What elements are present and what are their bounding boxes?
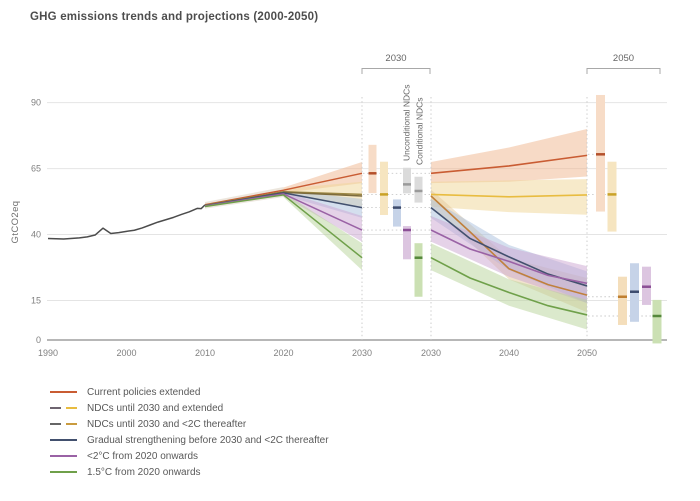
- bar-2030-ndc-extended-median: [380, 193, 388, 196]
- y-tick-65: 65: [31, 164, 41, 174]
- y-tick-90: 90: [31, 98, 41, 108]
- y-axis-title: GtCO2eq: [10, 201, 21, 244]
- bar-2050-ndc-extended-median: [607, 193, 617, 196]
- bar-2050-ndc-2c: [618, 276, 627, 325]
- trend-line-1-5c: [204, 194, 363, 259]
- bar-2050-gradual-strengthening-median: [630, 290, 639, 293]
- legend-item-ndc-extended: NDCs until 2030 and extended: [50, 400, 329, 416]
- bar-2050-ndc-extended: [607, 161, 617, 232]
- panel-bracket-2050: 2050: [586, 53, 661, 74]
- bar-2030-current-policies-median: [368, 172, 377, 175]
- band-trend-below-2c: [283, 191, 362, 242]
- projection-line-ndc-extended: [430, 193, 588, 198]
- legend-swatch-current-policies: [50, 391, 77, 393]
- bar-2050-below-2c-median: [642, 285, 651, 288]
- bar-2030-current-policies: [368, 144, 377, 194]
- band-trend-1-5c: [283, 192, 362, 271]
- bar-2030-ref-unconditional: [403, 167, 411, 194]
- legend-item-gradual-strengthening: Gradual strengthening before 2030 and <2…: [50, 432, 329, 448]
- legend-label: 1.5°C from 2020 onwards: [87, 466, 201, 478]
- x-tick-proj-2030: 2030: [421, 348, 441, 358]
- bar-2030-1-5c: [414, 243, 423, 297]
- emissions-chart: 0 15 40 65 90 1990 2000 2010 2020 2030 2030 2040 205…: [10, 53, 667, 358]
- legend-item-ndc-2c: NDCs until 2030 and <2C thereafter: [50, 416, 329, 432]
- historical-line: [47, 204, 206, 240]
- legend-item-current-policies: Current policies extended: [50, 384, 329, 400]
- projection-line-below-2c: [430, 229, 588, 285]
- label-unconditional-ndcs: Unconditional NDCs: [402, 84, 412, 161]
- x-tick-proj-2040: 2040: [499, 348, 519, 358]
- x-tick-main-2020: 2020: [273, 348, 293, 358]
- bar-2030-gradual-strengthening: [393, 199, 401, 227]
- y-tick-0: 0: [36, 335, 41, 345]
- legend-label: NDCs until 2030 and extended: [87, 402, 224, 414]
- y-tick-40: 40: [31, 230, 41, 240]
- bar-2030-ref-conditional-median: [414, 189, 423, 193]
- bar-2050-ndc-2c-median: [618, 295, 627, 298]
- band-projection-1-5c: [431, 243, 587, 330]
- panel-bracket-2030: 2030: [361, 53, 431, 74]
- bar-2050-1-5c: [652, 299, 662, 344]
- projection-line-current-policies: [430, 154, 588, 175]
- bracket-2050-label: 2050: [613, 53, 634, 64]
- x-tick-main-2010: 2010: [195, 348, 215, 358]
- legend-swatch-ndc-extended: [50, 407, 77, 409]
- legend-swatch-gradual-strengthening: [50, 439, 77, 441]
- bracket-2050-shape: [586, 68, 661, 74]
- bar-2030-ndc-extended: [380, 161, 388, 215]
- label-conditional-ndcs: Conditional NDCs: [415, 97, 425, 165]
- legend-label: Gradual strengthening before 2030 and <2…: [87, 434, 329, 446]
- x-tick-main-2030: 2030: [352, 348, 372, 358]
- bar-2030-ref-unconditional-median: [403, 183, 411, 186]
- legend-label: NDCs until 2030 and <2C thereafter: [87, 418, 247, 430]
- plot-area: 0 15 40 65 90 1990 2000 2010 2020 2030 2030 2040 205…: [31, 94, 667, 358]
- x-tick-main-2000: 2000: [116, 348, 136, 358]
- bar-2050-1-5c-median: [652, 314, 662, 318]
- bar-2030-1-5c-median: [414, 256, 423, 259]
- x-tick-proj-2050: 2050: [577, 348, 597, 358]
- bar-2030-below-2c-median: [403, 228, 411, 232]
- x-tick-main-1990: 1990: [38, 348, 58, 358]
- projection-line-1-5c: [430, 257, 588, 316]
- legend-item-1-5c: 1.5°C from 2020 onwards: [50, 464, 329, 480]
- bar-2030-below-2c: [403, 226, 411, 260]
- legend-swatch-1-5c: [50, 471, 77, 473]
- y-tick-15: 15: [31, 295, 41, 305]
- band-projection-current-policies: [431, 129, 587, 184]
- bracket-2030-shape: [361, 68, 431, 74]
- legend-label: <2°C from 2020 onwards: [87, 450, 199, 462]
- bar-2030-ref-conditional: [414, 176, 423, 203]
- legend-item-below-2c: <2°C from 2020 onwards: [50, 448, 329, 464]
- legend-swatch-below-2c: [50, 455, 77, 457]
- bar-2030-gradual-strengthening-median: [393, 206, 401, 209]
- legend-swatch-ndc-2c: [50, 423, 77, 425]
- legend: Current policies extended NDCs until 203…: [50, 384, 329, 480]
- bracket-2030-label: 2030: [385, 53, 406, 64]
- projection-line-ndc-2c: [430, 195, 588, 296]
- trend-line-current-policies: [204, 172, 363, 206]
- chart-title: GHG emissions trends and projections (20…: [30, 11, 319, 23]
- bar-2050-current-policies-median: [596, 153, 605, 156]
- legend-label: Current policies extended: [87, 386, 201, 398]
